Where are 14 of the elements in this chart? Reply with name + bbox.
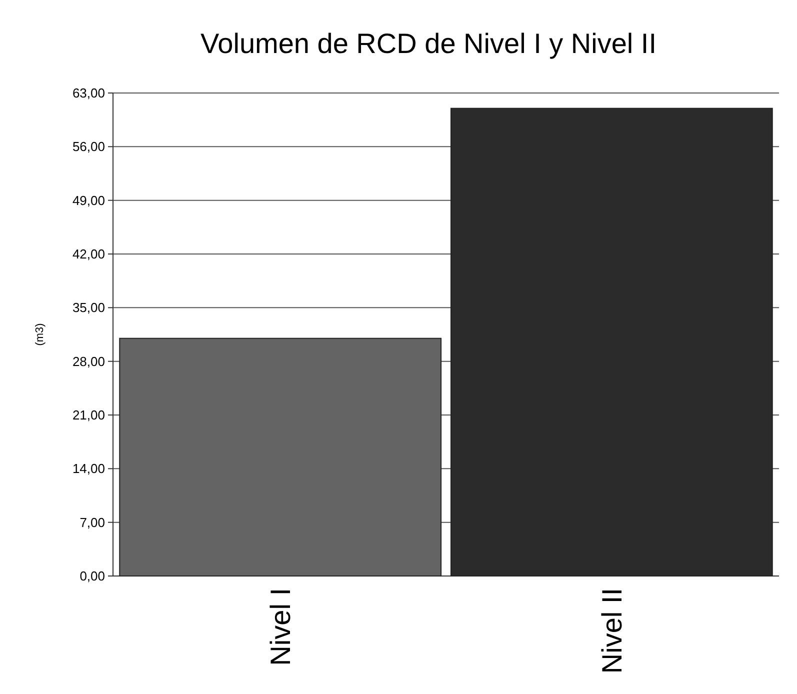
y-tick-label: 35,00 — [72, 300, 105, 316]
y-tick-label: 0,00 — [80, 568, 105, 584]
y-tick-label: 63,00 — [72, 86, 105, 101]
y-tick-label: 21,00 — [72, 408, 105, 423]
y-tick-label: 14,00 — [72, 461, 105, 476]
y-axis-title: (m3) — [34, 323, 46, 346]
y-tick-label: 7,00 — [80, 514, 105, 530]
y-tick-label: 42,00 — [72, 246, 105, 262]
x-tick-label: Nivel II — [596, 588, 628, 674]
y-tick-label: 49,00 — [72, 192, 105, 208]
chart-title: Volumen de RCD de Nivel I y Nivel II — [200, 28, 656, 59]
y-tick-label: 56,00 — [72, 139, 105, 154]
x-tick-label: Nivel I — [265, 588, 296, 666]
y-tick-label: 28,00 — [72, 354, 105, 369]
